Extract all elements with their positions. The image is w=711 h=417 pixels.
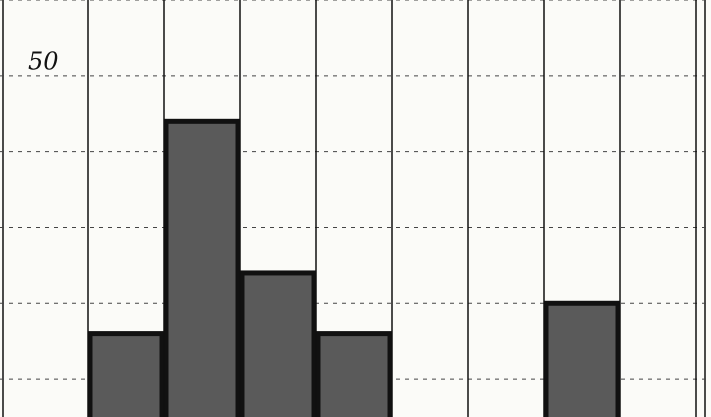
bar	[543, 300, 621, 417]
bar	[315, 331, 393, 417]
bar	[239, 270, 317, 417]
y-tick-label: 50	[28, 47, 59, 75]
bar	[87, 331, 165, 417]
bar	[163, 118, 241, 417]
